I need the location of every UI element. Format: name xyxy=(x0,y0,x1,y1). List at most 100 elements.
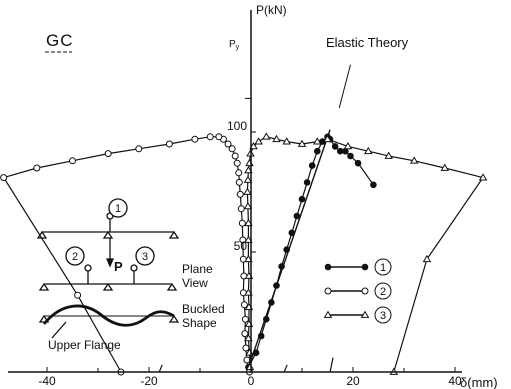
series-2-point-11 xyxy=(237,205,245,213)
series-3-point-9 xyxy=(244,218,253,227)
legend-marker-right xyxy=(360,310,370,318)
series-2-point-26 xyxy=(69,157,76,165)
series-1-point-3 xyxy=(263,315,270,323)
series-1-point-10 xyxy=(298,195,306,203)
y-tick-label-1: 100 xyxy=(227,119,247,133)
upper-flange-leader xyxy=(51,321,67,339)
series-2-point-20 xyxy=(215,133,223,141)
series-2-point-4 xyxy=(241,315,249,323)
x-tick-label-0: -40 xyxy=(38,374,56,388)
series-2-point-5 xyxy=(240,301,248,309)
series-1-point-21 xyxy=(354,159,362,167)
series-3-point-17 xyxy=(254,137,263,145)
series-1-point-2 xyxy=(257,332,265,340)
legend-marker-left xyxy=(323,310,333,318)
plane-support-left xyxy=(38,282,50,291)
series-2-point-9 xyxy=(239,236,247,244)
series-1-point-5 xyxy=(273,282,280,289)
series-3-point-18 xyxy=(262,132,271,140)
residual-mark-0 xyxy=(158,364,163,373)
series-3-point-20 xyxy=(282,137,291,145)
y-axis-title: P(kN) xyxy=(256,3,287,17)
series-3-point-8 xyxy=(244,235,253,243)
series-1-point-11 xyxy=(303,179,311,186)
gauge-1-circle xyxy=(108,198,128,218)
x-tick-label-4: 40 xyxy=(448,374,462,388)
series-3-line xyxy=(246,136,484,373)
series-3-point-13 xyxy=(244,166,253,174)
series-2-line xyxy=(2,136,251,373)
series-2-point-29 xyxy=(74,291,82,299)
x-tick-label-1: -20 xyxy=(140,374,158,388)
series-2-point-25 xyxy=(104,150,112,158)
series-1-point-12 xyxy=(308,162,316,169)
buckled-shape-label-line1: Buckled xyxy=(182,302,225,316)
data-layer xyxy=(0,64,488,376)
buckled-shape-label-line2: Shape xyxy=(182,316,217,330)
series-2-point-23 xyxy=(165,140,173,148)
buckled-support-left xyxy=(38,314,50,323)
series-1-point-7 xyxy=(283,246,291,253)
series-3-point-7 xyxy=(244,254,253,263)
series-2-point-12 xyxy=(236,190,244,198)
series-3-point-11 xyxy=(243,187,252,195)
series-2-point-27 xyxy=(33,164,41,172)
series-1-point-20 xyxy=(347,152,354,160)
series-2-point-17 xyxy=(228,145,236,153)
series-2-point-22 xyxy=(191,135,199,143)
loading-schematic xyxy=(36,198,180,339)
series-1-point-17 xyxy=(331,143,339,150)
py-label-sub: y xyxy=(236,44,240,51)
gauge-2-label: 2 xyxy=(72,251,78,263)
chart-title: GC xyxy=(46,31,74,50)
series-2-point-3 xyxy=(241,330,249,338)
x-tick-label-3: 20 xyxy=(346,374,360,388)
series-3-point-14 xyxy=(245,158,254,167)
series-2-point-2 xyxy=(242,344,250,352)
load-arrowhead xyxy=(106,258,114,268)
series-2-point-18 xyxy=(224,140,232,148)
legend-label-circle xyxy=(374,258,392,276)
series-3-point-27 xyxy=(409,156,419,164)
series-1-line xyxy=(247,135,374,368)
series-3-point-22 xyxy=(313,137,322,145)
residual-mark-2 xyxy=(329,357,334,373)
series-1-point-9 xyxy=(293,212,301,220)
series-2-point-16 xyxy=(231,152,239,160)
legend-label: 1 xyxy=(380,262,386,274)
series-2-point-15 xyxy=(233,159,241,167)
series-3-point-29 xyxy=(478,173,488,181)
series-3-point-2 xyxy=(244,334,253,342)
residual-mark-1 xyxy=(283,364,288,373)
series-2-point-1 xyxy=(243,356,251,364)
plane-view-label-line1: Plane xyxy=(182,262,213,276)
series-1-point-22 xyxy=(370,181,377,189)
legend-marker-left xyxy=(324,287,332,295)
series-3-point-10 xyxy=(243,202,253,210)
series-2-point-10 xyxy=(238,219,246,227)
x-axis-title: δ(mm) xyxy=(460,375,498,389)
legend-item-3: 3 xyxy=(323,306,392,324)
legend: 1 2 3 xyxy=(323,258,392,324)
series-3-point-30 xyxy=(422,254,432,263)
series-1-point-8 xyxy=(288,229,296,237)
plane-support-mid xyxy=(102,282,114,291)
series-1-point-13 xyxy=(314,147,321,155)
x-tick-label-2: 0 xyxy=(248,374,255,388)
gauge-1-label: 1 xyxy=(115,203,121,215)
legend-item-2: 2 xyxy=(324,282,392,300)
series-1-point-6 xyxy=(278,263,285,270)
plane-support-right xyxy=(166,282,178,291)
elastic-theory-label: Elastic Theory xyxy=(326,35,409,50)
buckled-shape-curve xyxy=(42,304,175,327)
series-3-point-23 xyxy=(323,134,332,143)
gauge-3-marker xyxy=(130,264,138,272)
legend-label: 3 xyxy=(380,310,386,322)
series-2-point-24 xyxy=(135,145,143,153)
legend-marker-right xyxy=(361,263,369,271)
gauge-3-label: 3 xyxy=(142,251,148,263)
gauge-2-marker xyxy=(84,264,92,272)
load-label: P xyxy=(114,259,123,274)
series-2-point-13 xyxy=(235,178,243,186)
